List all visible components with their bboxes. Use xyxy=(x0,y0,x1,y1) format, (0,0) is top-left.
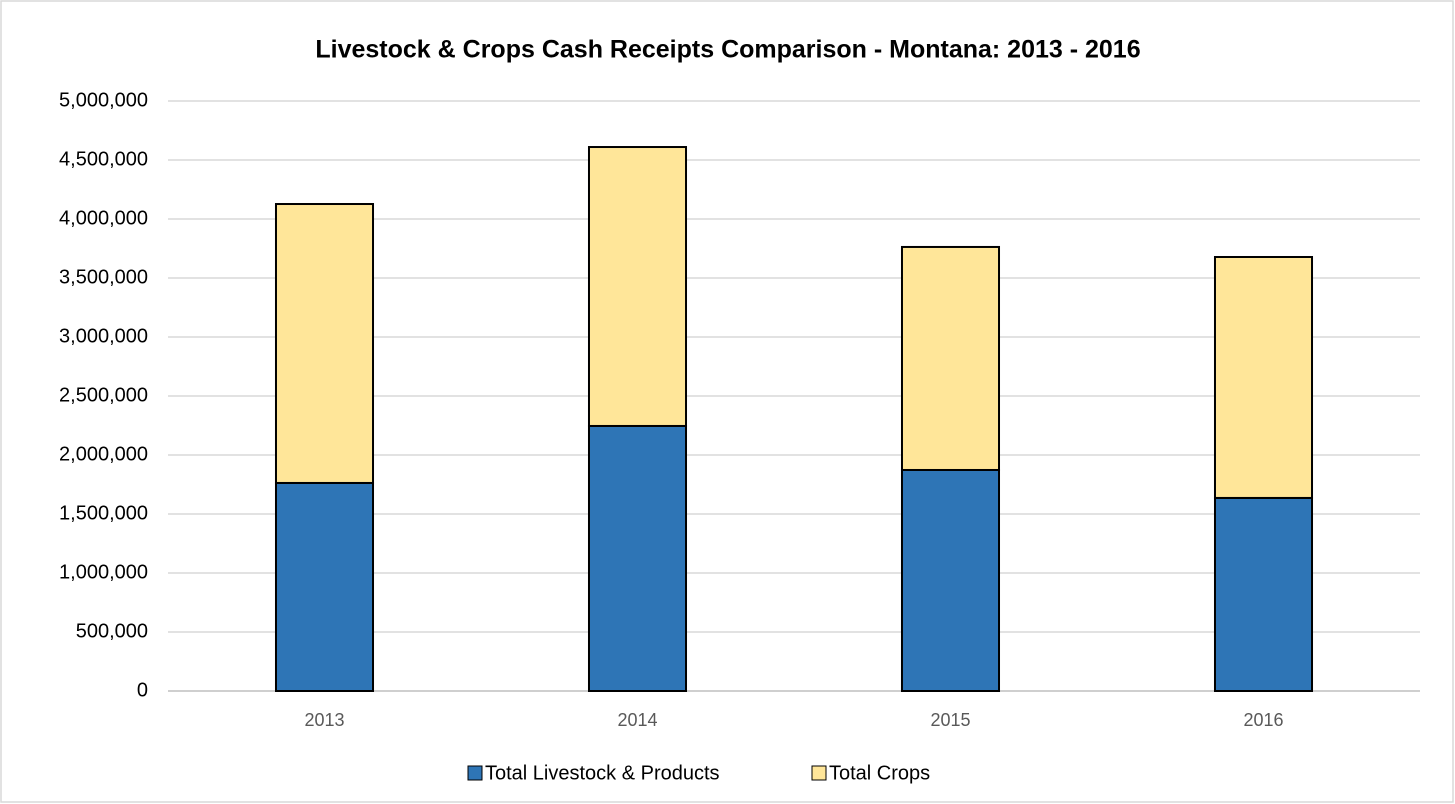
x-tick-label: 2013 xyxy=(304,710,344,730)
y-tick-label: 5,000,000 xyxy=(59,89,148,111)
x-tick-label: 2014 xyxy=(617,710,657,730)
y-tick-label: 4,500,000 xyxy=(59,148,148,170)
y-tick-label: 3,500,000 xyxy=(59,266,148,288)
y-tick-label: 500,000 xyxy=(76,620,148,642)
legend-swatch xyxy=(467,765,483,781)
legend-label: Total Livestock & Products xyxy=(485,762,720,784)
chart-title: Livestock & Crops Cash Receipts Comparis… xyxy=(315,36,1140,64)
y-tick-label: 2,000,000 xyxy=(59,443,148,465)
legend-swatch xyxy=(811,765,827,781)
x-tick-label: 2016 xyxy=(1243,710,1283,730)
y-tick-label: 0 xyxy=(137,679,148,701)
legend-label: Total Crops xyxy=(829,762,930,784)
bar-segment xyxy=(1213,255,1314,499)
bar-segment xyxy=(900,245,1001,471)
y-tick-label: 4,000,000 xyxy=(59,207,148,229)
bar-segment xyxy=(900,468,1001,692)
x-tick-label: 2015 xyxy=(930,710,970,730)
bar-segment xyxy=(587,146,688,427)
bar-segment xyxy=(274,203,375,484)
bar-segment xyxy=(587,424,688,692)
y-tick-label: 1,500,000 xyxy=(59,502,148,524)
bar-segment xyxy=(274,481,375,692)
y-tick-label: 1,000,000 xyxy=(59,561,148,583)
y-tick-label: 2,500,000 xyxy=(59,384,148,406)
y-tick-label: 3,000,000 xyxy=(59,325,148,347)
bar-segment xyxy=(1213,496,1314,692)
